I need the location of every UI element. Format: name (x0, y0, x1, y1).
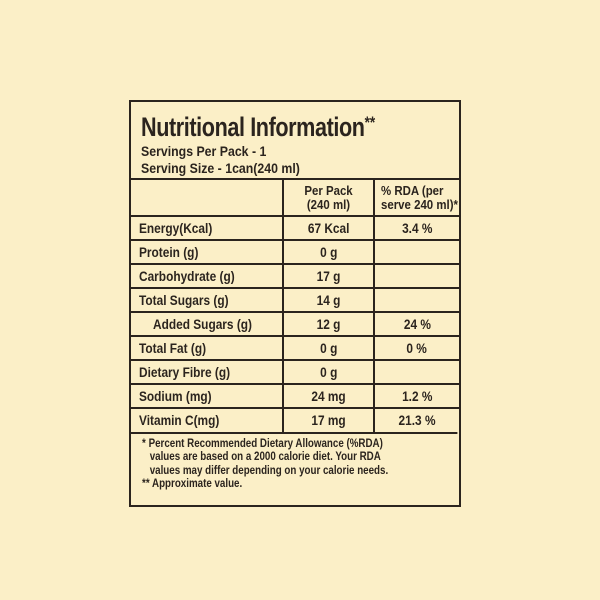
per-pack-value: 12 g (282, 311, 375, 337)
table-row-added-sugars: Added Sugars (g) 12 g 24 % (130, 311, 460, 337)
per-pack-value: 67 Kcal (282, 215, 375, 241)
table-row-vitamin-c: Vitamin C(mg) 17 mg 21.3 % (130, 407, 460, 433)
per-pack-column-header: Per Pack (240 ml) (282, 179, 375, 217)
per-pack-value: 17 mg (282, 407, 375, 433)
per-pack-value: 14 g (282, 287, 375, 313)
rda-column-header: % RDA (per serve 240 ml)* (373, 179, 460, 217)
rda-value-text: 24 % (403, 316, 431, 332)
serving-size-line: Serving Size - 1can(240 ml) (141, 160, 300, 176)
table-header-row: Per Pack (240 ml) % RDA (per serve 240 m… (130, 179, 460, 217)
nutrient-label: Energy(Kcal) (130, 215, 284, 241)
per-pack-value-text: 0 g (319, 364, 338, 380)
nutrient-label-text: Energy(Kcal) (139, 220, 213, 236)
per-pack-value-text: 12 g (316, 316, 341, 332)
nutrient-label-text: Total Fat (g) (139, 340, 207, 356)
label-title-text: Nutritional Information (141, 112, 365, 142)
table-row-dietary-fibre: Dietary Fibre (g) 0 g (130, 359, 460, 385)
nutrient-label: Total Fat (g) (130, 335, 284, 361)
rda-value (373, 359, 460, 385)
nutrition-label: Nutritional Information** Servings Per P… (129, 100, 461, 507)
per-pack-value-text: 67 Kcal (307, 220, 350, 236)
nutrient-label-text: Sodium (mg) (139, 388, 212, 404)
nutrient-label-text: Total Sugars (g) (139, 292, 229, 308)
per-pack-value: 0 g (282, 239, 375, 265)
per-pack-value-text: 17 g (316, 268, 341, 284)
per-pack-value-text: 0 g (319, 340, 338, 356)
rda-header-line2: serve 240 ml)* (381, 196, 458, 212)
nutrient-label: Sodium (mg) (130, 383, 284, 409)
nutrient-label: Carbohydrate (g) (130, 263, 284, 289)
per-pack-value-text: 24 mg (311, 388, 346, 404)
per-pack-value: 0 g (282, 335, 375, 361)
per-pack-value: 0 g (282, 359, 375, 385)
table-row-protein: Protein (g) 0 g (130, 239, 460, 265)
table-row-total-sugars: Total Sugars (g) 14 g (130, 287, 460, 313)
rda-value-text: 3.4 % (401, 220, 433, 236)
per-pack-value: 24 mg (282, 383, 375, 409)
nutrient-label-text: Vitamin C(mg) (139, 413, 220, 428)
servings-per-pack-line: Servings Per Pack - 1 (141, 143, 267, 159)
nutrient-label: Added Sugars (g) (130, 311, 284, 337)
per-pack-value: 17 g (282, 263, 375, 289)
rda-value (373, 287, 460, 313)
per-pack-value-text: 17 mg (311, 413, 346, 428)
footnotes-section: * Percent Recommended Dietary Allowance … (131, 432, 458, 492)
label-title: Nutritional Information** (141, 107, 387, 143)
table-row-energy: Energy(Kcal) 67 Kcal 3.4 % (130, 215, 460, 241)
footnote-rda-line2: values are based on a 2000 calorie diet.… (149, 451, 381, 464)
rda-value: 3.4 % (373, 215, 460, 241)
title-asterisks: ** (364, 113, 376, 132)
table-row-carbohydrate: Carbohydrate (g) 17 g (130, 263, 460, 289)
nutrition-table: Per Pack (240 ml) % RDA (per serve 240 m… (130, 179, 460, 433)
rda-value (373, 239, 460, 265)
nutrient-label-text: Protein (g) (139, 244, 199, 260)
per-pack-header-line1: Per Pack (304, 182, 353, 198)
table-row-total-fat: Total Fat (g) 0 g 0 % (130, 335, 460, 361)
rda-value-text: 1.2 % (401, 388, 433, 404)
footnote-rda-line3: values may differ depending on your calo… (149, 464, 389, 477)
label-header: Nutritional Information** Servings Per P… (131, 102, 459, 180)
per-pack-value-text: 0 g (319, 244, 338, 260)
rda-value (373, 263, 460, 289)
rda-value: 21.3 % (373, 407, 460, 433)
nutrient-label: Protein (g) (130, 239, 284, 265)
rda-value: 0 % (373, 335, 460, 361)
per-pack-header-line2: (240 ml) (306, 196, 351, 212)
nutrient-column-header (130, 179, 284, 217)
nutrient-label: Vitamin C(mg) (130, 407, 284, 433)
footnote-approximate-value: ** Approximate value. (142, 478, 243, 491)
nutrient-label-text: Carbohydrate (g) (139, 268, 235, 284)
footnote-rda-line1: * Percent Recommended Dietary Allowance … (142, 438, 383, 450)
nutrient-label-text: Added Sugars (g) (153, 316, 253, 332)
nutrient-label: Dietary Fibre (g) (130, 359, 284, 385)
per-pack-value-text: 14 g (316, 292, 341, 308)
nutrient-label: Total Sugars (g) (130, 287, 284, 313)
rda-value: 24 % (373, 311, 460, 337)
rda-value-text: 0 % (406, 340, 428, 356)
table-row-sodium: Sodium (mg) 24 mg 1.2 % (130, 383, 460, 409)
nutrient-label-text: Dietary Fibre (g) (139, 364, 231, 380)
rda-header-line1: % RDA (per (381, 182, 444, 198)
rda-value: 1.2 % (373, 383, 460, 409)
rda-value-text: 21.3 % (398, 413, 436, 428)
